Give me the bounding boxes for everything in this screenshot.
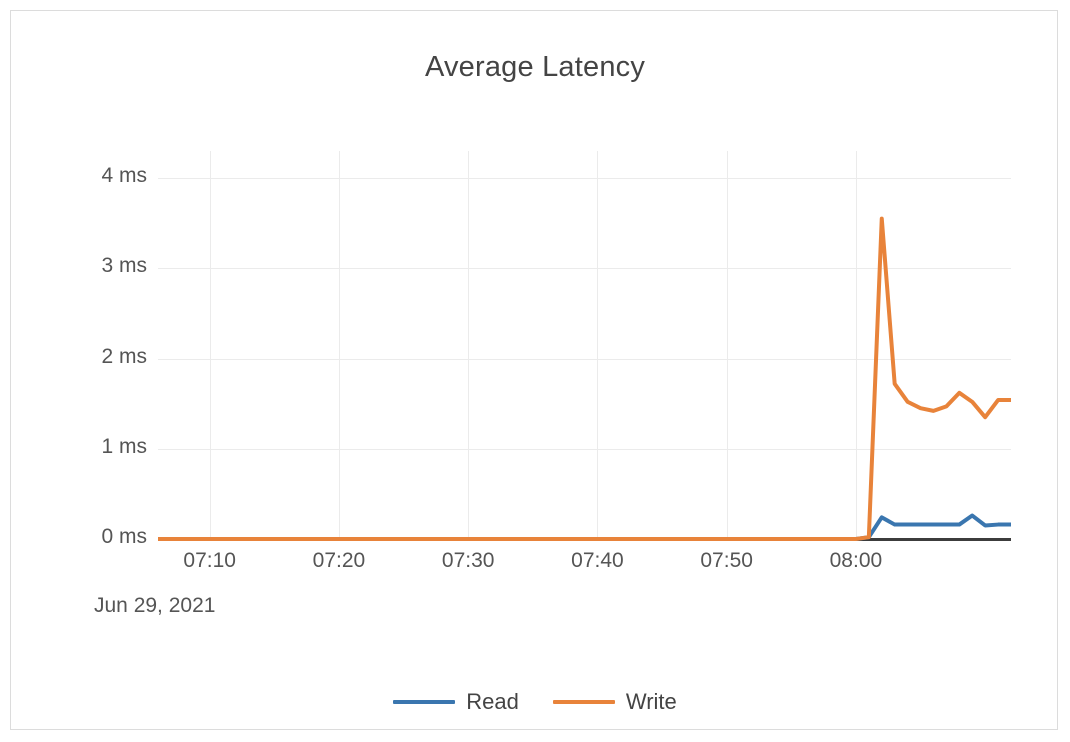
- x-tick-label: 07:30: [441, 549, 495, 572]
- legend-label: Read: [466, 689, 519, 714]
- legend-item-read[interactable]: Read: [393, 689, 519, 715]
- legend-item-write[interactable]: Write: [552, 689, 677, 715]
- x-tick-label: 07:50: [700, 549, 753, 572]
- y-axis: 0 ms 1 ms 2 ms 3 ms 4 ms: [29, 151, 147, 548]
- x-tick-label: 07:10: [183, 549, 236, 572]
- gridline-vertical: [468, 151, 470, 539]
- gridline-vertical: [338, 151, 340, 539]
- gridline-horizontal: [158, 358, 1011, 360]
- x-tick-label: 07:40: [571, 549, 624, 572]
- legend-swatch-icon: [552, 700, 615, 704]
- plot-area: [158, 151, 1011, 541]
- legend-label: Write: [625, 689, 677, 714]
- gridline-vertical: [855, 151, 857, 539]
- y-tick-label: 3 ms: [101, 254, 147, 278]
- y-tick-label: 4 ms: [101, 164, 147, 188]
- chart-card: Average Latency 0 ms 1 ms 2 ms 3 ms 4 ms 07:…: [10, 10, 1058, 730]
- series-lines: [158, 151, 1011, 539]
- chart-legend: Read Write: [11, 689, 1057, 715]
- gridline-horizontal: [158, 268, 1011, 270]
- x-tick-label: 07:20: [312, 549, 366, 572]
- gridline-vertical: [209, 151, 211, 539]
- series-line-write: [158, 219, 1011, 539]
- series-line-read: [158, 516, 1011, 539]
- chart-title: Average Latency: [424, 51, 646, 83]
- y-tick-label: 1 ms: [101, 434, 147, 458]
- x-axis-date-label: Jun 29, 2021: [94, 594, 216, 617]
- y-tick-label: 2 ms: [101, 344, 147, 368]
- vertical-gridlines: [158, 151, 1011, 539]
- y-tick-label: 0 ms: [101, 525, 147, 548]
- gridline-vertical: [597, 151, 599, 539]
- gridline-horizontal: [158, 448, 1011, 450]
- legend-swatch-icon: [393, 700, 456, 704]
- gridline-horizontal: [158, 178, 1011, 180]
- x-tick-label: 08:00: [829, 549, 883, 572]
- x-axis: 07:10 07:20 07:30 07:40 07:50 08:00: [158, 549, 1011, 589]
- gridline-vertical: [726, 151, 728, 539]
